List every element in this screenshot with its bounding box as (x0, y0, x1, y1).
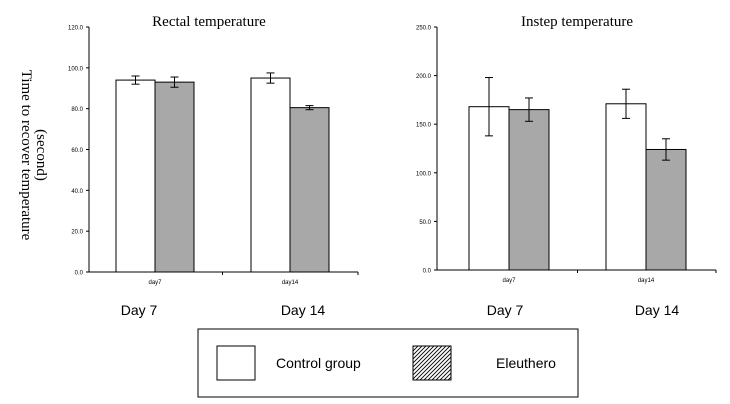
legend-frame (197, 328, 579, 398)
y-tick-label: 100.0 (68, 66, 84, 72)
bar-control (115, 79, 156, 273)
y-axis-label-group: Time to recover temperature (second) (18, 70, 49, 241)
bar-control (250, 77, 291, 273)
y-axis-unit: (second) (33, 129, 49, 181)
legend: Control group Eleuthero (197, 328, 579, 398)
day-caption: Day 14 (281, 302, 326, 318)
day-caption: Day 7 (487, 302, 524, 318)
bar-eleuthero (154, 81, 195, 273)
y-axis-label: Time to recover temperature (18, 70, 34, 241)
day-caption: Day 14 (635, 302, 680, 318)
bar-eleuthero (508, 109, 550, 271)
bar-control (605, 103, 647, 271)
x-tick-label: day7 (502, 278, 516, 284)
y-tick-label: 40.0 (71, 189, 83, 195)
day-caption: Day 7 (121, 302, 158, 318)
y-tick-label: 150.0 (416, 123, 432, 129)
legend-swatch-control (216, 345, 256, 381)
y-tick-label: 100.0 (416, 171, 432, 177)
y-tick-label: 120.0 (68, 26, 84, 32)
y-tick-label: 0.0 (75, 271, 84, 277)
bar-eleuthero (289, 107, 330, 273)
y-tick-label: 200.0 (416, 74, 432, 80)
x-tick-label: day14 (638, 278, 655, 284)
legend-label-eleuthero: Eleuthero (496, 355, 556, 371)
legend-swatch-eleuthero (412, 345, 452, 381)
x-tick-label: day14 (282, 280, 299, 286)
chart-title: Rectal temperature (152, 14, 266, 30)
legend-label-control: Control group (276, 355, 361, 371)
y-tick-label: 60.0 (71, 148, 83, 154)
y-tick-label: 20.0 (71, 230, 83, 236)
y-tick-label: 250.0 (416, 26, 432, 32)
y-tick-label: 0.0 (423, 269, 432, 275)
y-tick-label: 80.0 (71, 107, 83, 113)
chart-title: Instep temperature (521, 14, 633, 30)
y-tick-label: 50.0 (419, 220, 431, 226)
chart-instep: Instep temperature 0.0 50.0 100.0 150.0 200.… (416, 14, 717, 284)
chart-rectal: Rectal temperature 0.0 20.0 40.0 60.0 80.0 10… (68, 14, 359, 286)
bar-eleuthero (645, 148, 687, 271)
x-tick-label: day7 (148, 280, 162, 286)
